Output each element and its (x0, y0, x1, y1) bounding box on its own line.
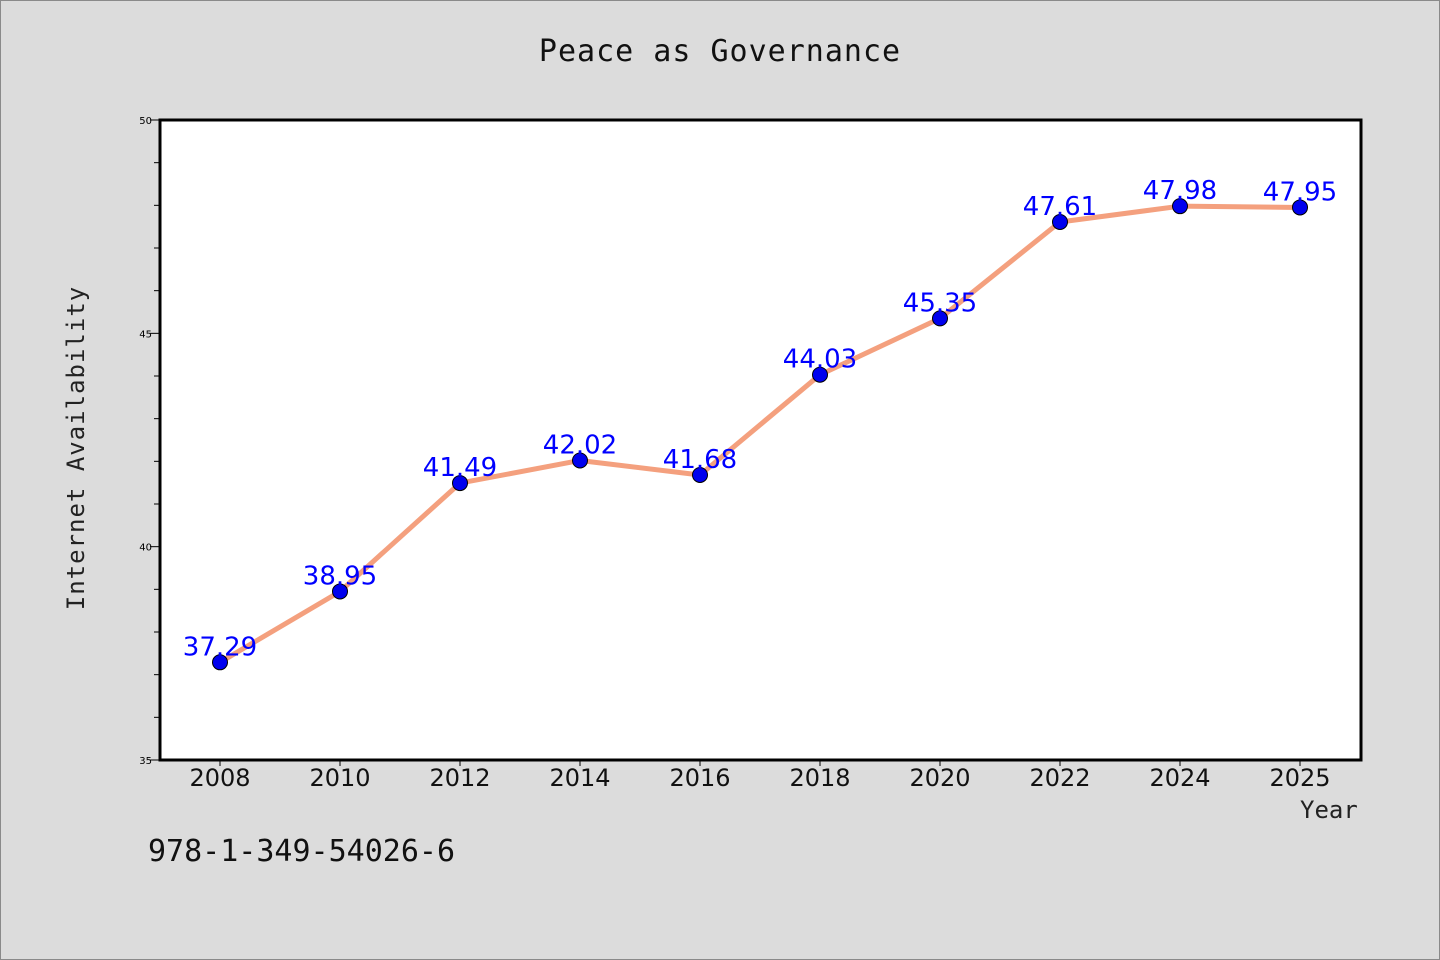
x-tick-label: 2024 (1149, 764, 1210, 792)
x-axis: 2008 2010 2012 2014 2016 2018 2020 2022 2024 2025 (189, 760, 1331, 792)
data-point (932, 310, 948, 327)
x-tick-label: 2012 (429, 764, 490, 792)
x-tick-label: 2018 (789, 764, 850, 792)
data-label: 42.02 (543, 430, 617, 460)
data-point (572, 452, 588, 469)
data-point (212, 654, 228, 671)
x-tick-label: 2008 (189, 764, 250, 792)
data-label: 45.35 (903, 288, 977, 318)
data-label: 41.49 (423, 453, 497, 483)
data-point (332, 583, 348, 600)
data-label: 47.61 (1023, 192, 1097, 222)
x-tick-label: 2016 (669, 764, 730, 792)
data-point (1052, 213, 1068, 230)
series-line (217, 203, 1303, 665)
data-label: 47.95 (1263, 177, 1337, 207)
markers-group (212, 198, 1308, 671)
y-axis: 35 40 45 50 (139, 116, 159, 767)
y-tick-label: 40 (139, 543, 152, 554)
data-point (1292, 199, 1308, 216)
y-tick-label: 50 (139, 116, 152, 127)
data-point (812, 366, 828, 383)
x-tick-label: 2020 (909, 764, 970, 792)
series-line-group (217, 203, 1303, 665)
data-point (1172, 198, 1188, 215)
isbn-text: 978-1-349-54026-6 (148, 834, 456, 869)
plot-area (158, 118, 1363, 762)
y-tick-label: 45 (139, 329, 152, 340)
data-label: 38.95 (303, 561, 377, 591)
data-label: 47.98 (1143, 176, 1217, 206)
data-point (692, 466, 708, 483)
data-label: 41.68 (663, 445, 737, 475)
x-axis-label: Year (1300, 796, 1358, 824)
chart-title: Peace as Governance (538, 34, 902, 69)
x-tick-label: 2014 (549, 764, 610, 792)
data-labels-group: 37.29 38.95 41.49 42.02 41.68 44.03 45.35 47.61… (183, 176, 1337, 662)
data-label: 37.29 (183, 632, 257, 662)
y-tick-label: 35 (139, 756, 152, 767)
data-point (452, 475, 468, 492)
x-tick-label: 2022 (1029, 764, 1090, 792)
x-tick-label: 2010 (309, 764, 370, 792)
data-label: 44.03 (783, 345, 857, 375)
x-tick-label: 2025 (1269, 764, 1330, 792)
